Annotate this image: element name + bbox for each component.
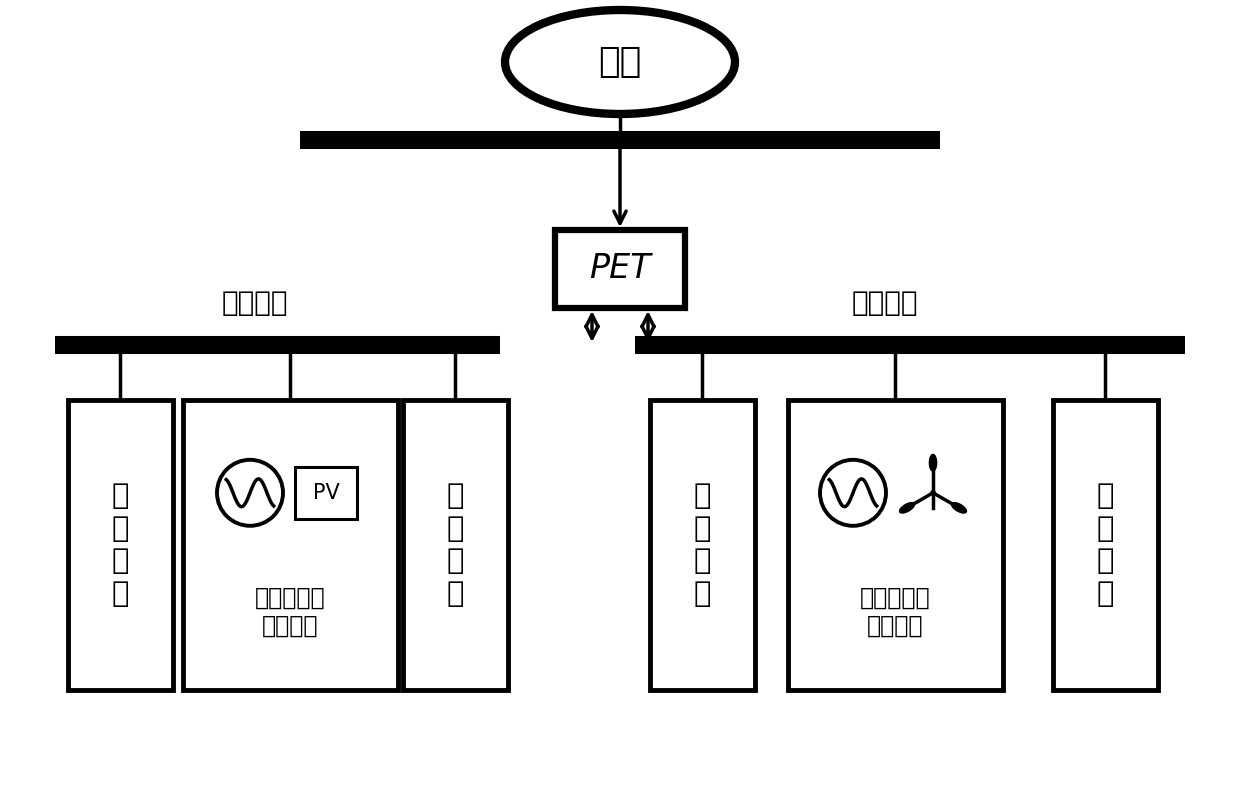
Text: 分布式能源
交流并网: 分布式能源 交流并网 xyxy=(859,586,930,638)
Bar xyxy=(182,400,398,690)
Text: 直
流
负
荷: 直 流 负 荷 xyxy=(112,482,129,608)
Text: PET: PET xyxy=(589,253,651,286)
Ellipse shape xyxy=(951,502,966,513)
Circle shape xyxy=(931,490,935,495)
Text: 交
流
负
荷: 交 流 负 荷 xyxy=(693,482,711,608)
Text: 储
能
装
置: 储 能 装 置 xyxy=(1096,482,1114,608)
Text: PV: PV xyxy=(312,482,340,502)
Bar xyxy=(650,400,754,690)
Ellipse shape xyxy=(899,502,915,513)
Ellipse shape xyxy=(505,10,735,114)
Text: 直流母线: 直流母线 xyxy=(222,289,288,317)
Bar xyxy=(556,230,684,308)
Bar xyxy=(403,400,507,690)
Text: 分布式能源
直流并网: 分布式能源 直流并网 xyxy=(254,586,325,638)
Ellipse shape xyxy=(930,454,936,471)
Text: 主网: 主网 xyxy=(599,45,641,79)
Text: 交流母线: 交流母线 xyxy=(852,289,919,317)
Bar xyxy=(787,400,1002,690)
Bar xyxy=(67,400,172,690)
Bar xyxy=(1053,400,1157,690)
Bar xyxy=(295,466,357,518)
Text: 储
能
装
置: 储 能 装 置 xyxy=(446,482,464,608)
